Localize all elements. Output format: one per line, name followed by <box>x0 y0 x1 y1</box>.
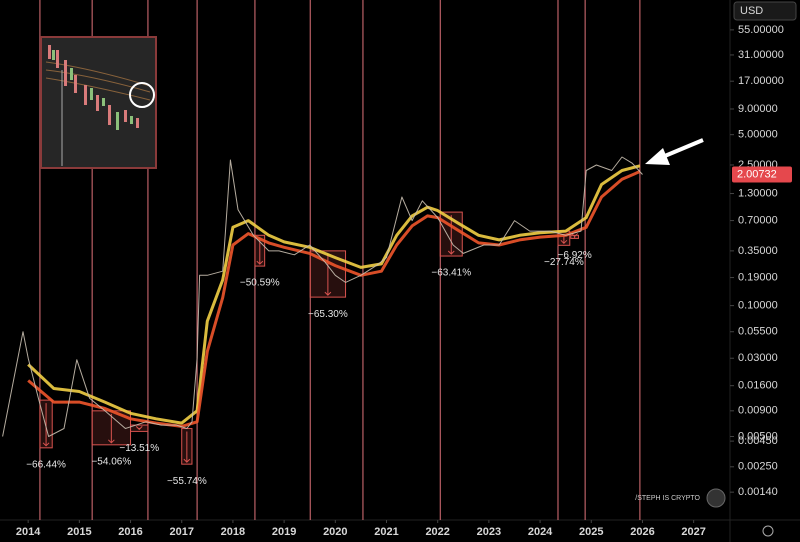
y-tick-label: 0.10000 <box>738 300 778 312</box>
x-tick-label: 2025 <box>579 526 603 538</box>
drawdown-arrow <box>571 233 578 239</box>
y-tick-label: 0.00900 <box>738 405 778 417</box>
drawdown-arrow <box>42 403 50 447</box>
inset-candles <box>48 45 139 128</box>
y-tick-label: 0.70000 <box>738 214 778 226</box>
x-tick-label: 2020 <box>323 526 347 538</box>
watermark: /STEPH IS CRYPTO <box>635 495 700 502</box>
drawdown-label: −54.06% <box>91 456 131 467</box>
annotation-arrow <box>645 138 704 165</box>
y-tick-label: 0.00500 <box>738 430 778 442</box>
y-tick-label: 0.05500 <box>738 326 778 338</box>
arrow-shaft <box>659 138 704 160</box>
drawdown-label: −65.30% <box>308 309 348 320</box>
y-tick-label: 0.01600 <box>738 380 778 392</box>
y-tick-label: 0.19000 <box>738 271 778 283</box>
watermark-logo <box>706 488 726 508</box>
inset-candles <box>52 50 133 130</box>
drawdown-label: −50.59% <box>240 278 280 289</box>
drawdown-label: −63.41% <box>431 268 471 279</box>
x-tick-label: 2018 <box>221 526 245 538</box>
y-tick-label: 0.00140 <box>738 486 778 498</box>
y-tick-label: 0.03000 <box>738 352 778 364</box>
currency[interactable]: USD <box>740 5 763 17</box>
y-tick-label: 5.00000 <box>738 129 778 141</box>
x-tick-label: 2016 <box>118 526 142 538</box>
y-tick-label: 0.00250 <box>738 461 778 473</box>
y-tick-label: 1.30000 <box>738 187 778 199</box>
drawdown-arrow <box>183 431 191 463</box>
y-tick-label: 55.00000 <box>738 24 784 36</box>
x-tick-label: 2019 <box>272 526 296 538</box>
drawdown-arrow <box>107 413 115 444</box>
inset-ribbon <box>45 61 151 101</box>
last-price-tag <box>732 166 792 183</box>
series-line <box>2 156 643 437</box>
x-tick-label: 2022 <box>425 526 449 538</box>
drawdown-arrow <box>447 215 455 255</box>
settings-icon[interactable] <box>762 525 774 537</box>
series-line <box>27 164 641 425</box>
x-tick-label: 2023 <box>477 526 501 538</box>
y-tick-label: 0.35000 <box>738 245 778 257</box>
y-tick-label: 9.00000 <box>738 103 778 115</box>
x-tick-label: 2015 <box>67 526 91 538</box>
drawdown-label: −66.44% <box>26 459 66 470</box>
drawdown-arrow <box>256 238 264 265</box>
y-tick-label: 31.00000 <box>738 49 784 61</box>
series-line <box>27 170 641 428</box>
x-tick-label: 2021 <box>374 526 398 538</box>
inset-highlight <box>129 82 155 108</box>
x-tick-label: 2014 <box>16 526 41 538</box>
drawdown-arrow <box>135 426 143 431</box>
currency-box[interactable] <box>733 1 797 21</box>
x-tick-label: 2024 <box>528 526 553 538</box>
drawdown-label: −55.74% <box>167 476 207 487</box>
x-tick-label: 2026 <box>630 526 654 538</box>
arrow-head <box>645 148 670 165</box>
x-tick-label: 2027 <box>681 526 705 538</box>
y-tick-label: 0.00450 <box>738 435 778 447</box>
drawdown-label: −27.74% <box>544 257 584 268</box>
last-price: 2.00732 <box>737 168 777 180</box>
x-tick-label: 2017 <box>169 526 193 538</box>
inset <box>40 36 157 169</box>
drawdown-label: −13.51% <box>119 443 159 454</box>
y-tick-label: 17.00000 <box>738 75 784 87</box>
drawdown-label: −6.92% <box>558 250 592 261</box>
